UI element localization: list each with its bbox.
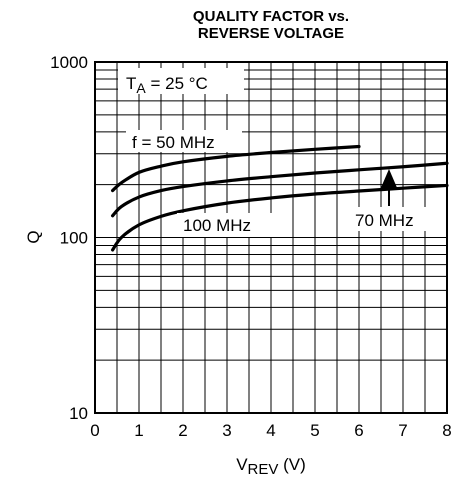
series-label-100-bg (177, 213, 281, 237)
x-tick-label: 4 (266, 421, 275, 440)
series-label-100: 100 MHz (183, 216, 251, 235)
series-label-50-bg (126, 130, 242, 152)
x-tick-label: 8 (442, 421, 451, 440)
x-tick-label: 3 (222, 421, 231, 440)
x-tick-label: 1 (134, 421, 143, 440)
series-line-1 (111, 161, 449, 218)
series-label-70-bg (351, 207, 431, 231)
x-tick-label: 0 (90, 421, 99, 440)
series-layer (111, 144, 449, 252)
x-axis-label-main: V (236, 455, 248, 474)
arrow-70-head (380, 169, 398, 190)
x-tick-label: 2 (178, 421, 187, 440)
series-label-70: 70 MHz (355, 211, 414, 230)
y-tick-label: 10 (69, 404, 88, 423)
x-axis-label: VREV (V) (236, 455, 306, 477)
label-layer: TA = 25 °C f = 50 MHz 100 MHz 70 MHz (118, 68, 431, 237)
condition-label-bg (118, 68, 244, 94)
x-tick-label: 5 (310, 421, 319, 440)
chart-title-line2: REVERSE VOLTAGE (197, 25, 345, 42)
y-tick-label: 1000 (50, 53, 88, 72)
y-axis-label: Q (24, 230, 43, 243)
condition-rest: = 25 °C (146, 74, 208, 93)
y-tick-label: 100 (60, 229, 88, 248)
x-tick-label: 6 (354, 421, 363, 440)
x-axis-label-unit: (V) (278, 455, 305, 474)
plot-frame (94, 61, 448, 414)
x-tick-label: 7 (398, 421, 407, 440)
condition-label: TA = 25 °C (126, 74, 208, 96)
grid (94, 61, 448, 414)
series-label-50: f = 50 MHz (132, 133, 215, 152)
condition-main: T (126, 74, 136, 93)
series-line-0 (111, 144, 361, 193)
x-axis-label-sub: REV (248, 461, 279, 477)
chart-title-line1: QUALITY FACTOR vs. (192, 8, 350, 25)
series-line-2 (111, 183, 449, 252)
axes-text: 0 1 2 3 4 5 6 7 8 10 100 1000 (50, 53, 452, 440)
condition-sub: A (136, 80, 146, 96)
